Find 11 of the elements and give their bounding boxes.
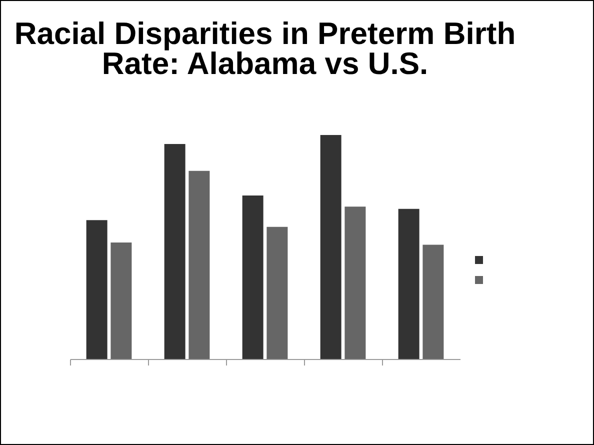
bar: [110, 242, 132, 359]
bar: [242, 195, 264, 359]
bar: [164, 144, 186, 359]
chart-title: Racial Disparities in Preterm Birth Rate: Alabama vs U.S.: [14, 16, 516, 81]
bar: [86, 220, 108, 359]
bar: [344, 206, 366, 359]
bar: [422, 244, 444, 359]
bar: [266, 226, 288, 359]
bar: [188, 170, 210, 359]
bar: [398, 208, 420, 359]
bar: [320, 135, 342, 359]
